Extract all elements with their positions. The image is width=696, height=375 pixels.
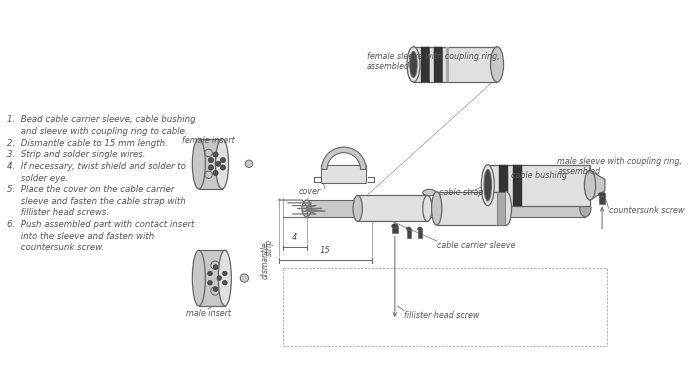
Ellipse shape (302, 200, 311, 217)
Text: assembled: assembled (367, 62, 410, 70)
Circle shape (213, 152, 218, 157)
Polygon shape (590, 170, 605, 200)
Text: male insert: male insert (186, 309, 230, 318)
Circle shape (245, 160, 253, 168)
Circle shape (213, 287, 218, 291)
Circle shape (223, 280, 227, 285)
Bar (421, 47, 429, 82)
Text: cable carrier sleeve: cable carrier sleeve (436, 241, 515, 250)
Circle shape (205, 171, 212, 178)
Text: 2.  Dismantle cable to 15 mm length.: 2. Dismantle cable to 15 mm length. (8, 139, 168, 148)
Ellipse shape (392, 224, 398, 228)
Bar (199, 250, 225, 306)
Bar (407, 229, 411, 238)
Wedge shape (322, 147, 366, 170)
Ellipse shape (422, 195, 432, 221)
Circle shape (208, 165, 214, 170)
Circle shape (205, 149, 212, 157)
Text: female insert: female insert (182, 136, 235, 145)
Bar (499, 165, 508, 206)
Ellipse shape (501, 192, 512, 225)
Bar (392, 226, 397, 234)
Text: dismantle: dismantle (260, 242, 269, 279)
Text: 6.  Push assembled part with contact insert: 6. Push assembled part with contact inse… (8, 220, 195, 229)
Bar (418, 229, 422, 238)
Bar (358, 195, 427, 221)
Ellipse shape (406, 227, 411, 231)
Text: 1.  Bead cable carrier sleeve, cable bushing: 1. Bead cable carrier sleeve, cable bush… (8, 116, 196, 124)
Text: cover: cover (299, 187, 321, 196)
Bar (307, 200, 585, 217)
Circle shape (207, 271, 212, 276)
Text: assembled: assembled (557, 166, 601, 176)
Ellipse shape (585, 170, 596, 200)
Bar (436, 192, 507, 225)
Circle shape (221, 158, 226, 163)
Text: male sleeve with coupling ring,: male sleeve with coupling ring, (557, 157, 683, 166)
Text: countersunk screw: countersunk screw (608, 206, 684, 214)
Circle shape (213, 171, 218, 176)
Ellipse shape (216, 139, 228, 189)
Circle shape (223, 271, 227, 276)
Ellipse shape (407, 47, 420, 82)
Text: 15: 15 (320, 246, 331, 255)
Circle shape (213, 265, 218, 269)
Text: solder eye.: solder eye. (8, 174, 69, 183)
Circle shape (208, 158, 214, 163)
Ellipse shape (491, 47, 504, 82)
Ellipse shape (353, 195, 363, 221)
Ellipse shape (481, 165, 494, 206)
Bar (413, 47, 497, 82)
Text: strip: strip (265, 239, 274, 256)
Ellipse shape (432, 192, 442, 225)
Circle shape (240, 274, 248, 282)
Circle shape (216, 161, 221, 166)
Circle shape (207, 280, 212, 285)
Text: cable bushing: cable bushing (511, 171, 567, 180)
Circle shape (211, 261, 219, 269)
Bar (497, 192, 505, 225)
Circle shape (221, 165, 226, 170)
Text: 5.  Place the cover on the cable carrier: 5. Place the cover on the cable carrier (8, 185, 175, 194)
Bar (599, 195, 605, 204)
Ellipse shape (418, 227, 422, 231)
Ellipse shape (599, 192, 606, 197)
Ellipse shape (219, 250, 231, 306)
Bar (322, 165, 366, 183)
Bar (446, 47, 449, 82)
Text: cable strap: cable strap (438, 188, 483, 197)
Bar (434, 47, 442, 82)
Ellipse shape (422, 189, 436, 196)
Circle shape (217, 276, 221, 280)
Text: 4.  If necessary, twist shield and solder to: 4. If necessary, twist shield and solder… (8, 162, 187, 171)
Circle shape (211, 287, 219, 295)
Text: sleeve and fasten the cable strap with: sleeve and fasten the cable strap with (8, 197, 187, 206)
Bar (488, 165, 590, 206)
Text: into the sleeve and fasten with: into the sleeve and fasten with (8, 232, 155, 241)
Ellipse shape (484, 170, 491, 201)
Text: 4: 4 (292, 233, 297, 242)
Text: and sleeve with coupling ring to cable.: and sleeve with coupling ring to cable. (8, 127, 188, 136)
Text: female sleeve with coupling ring,: female sleeve with coupling ring, (367, 53, 500, 62)
Ellipse shape (410, 51, 417, 77)
Ellipse shape (580, 200, 591, 217)
Text: fillister head screw: fillister head screw (404, 310, 480, 320)
Bar (199, 139, 222, 189)
Ellipse shape (192, 250, 205, 306)
Text: fillister head screws.: fillister head screws. (8, 209, 109, 218)
Text: 3.  Strip and solder single wires.: 3. Strip and solder single wires. (8, 150, 146, 159)
Ellipse shape (192, 139, 205, 189)
Bar (513, 165, 522, 206)
Text: countersunk screw.: countersunk screw. (8, 243, 105, 252)
